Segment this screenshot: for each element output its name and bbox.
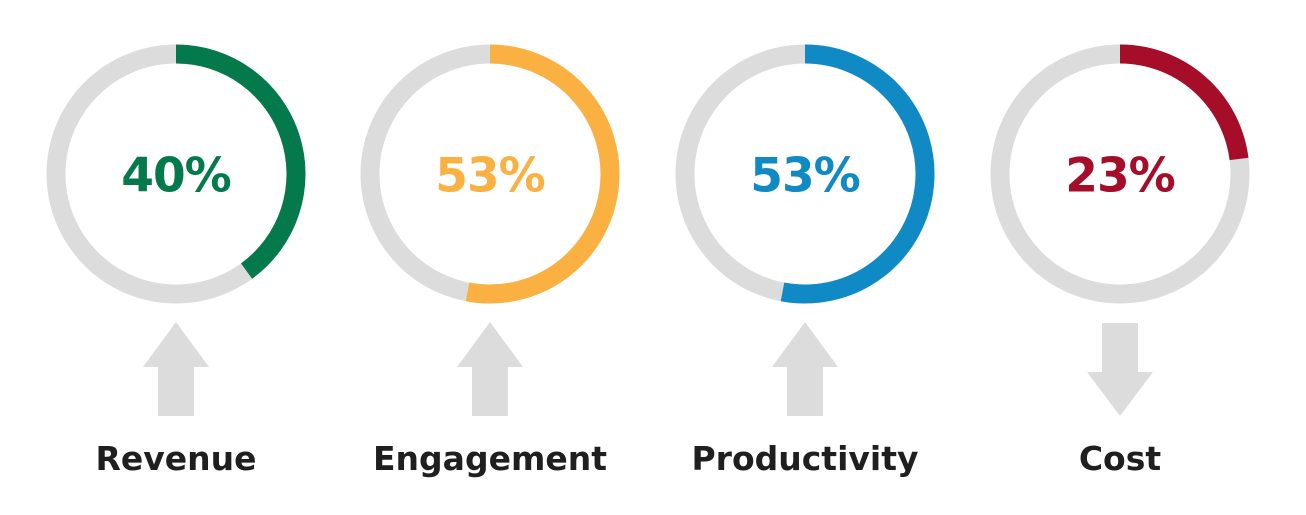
arrow-up-icon-productivity: [772, 322, 838, 416]
kpi-revenue: 40% Revenue: [46, 44, 306, 478]
value-label-productivity: 53%: [750, 149, 860, 204]
progress-arc-revenue: [175, 44, 306, 279]
progress-arc-productivity: [780, 44, 935, 304]
kpi-productivity: 53% Productivity: [675, 44, 935, 478]
kpi-engagement: 53% Engagement: [360, 44, 620, 478]
category-label-cost: Cost: [1079, 439, 1162, 478]
progress-arc-engagement: [465, 44, 620, 304]
category-label-revenue: Revenue: [95, 439, 256, 478]
category-label-productivity: Productivity: [691, 439, 918, 478]
arrow-down-icon-cost: [1087, 323, 1153, 416]
kpi-cost: 23% Cost: [990, 44, 1250, 478]
arrow-up-icon-engagement: [457, 322, 523, 416]
value-label-revenue: 40%: [121, 149, 231, 204]
category-label-engagement: Engagement: [373, 439, 607, 478]
value-label-cost: 23%: [1065, 149, 1175, 204]
progress-arc-cost: [1119, 44, 1249, 161]
arrow-up-icon-revenue: [143, 322, 209, 416]
value-label-engagement: 53%: [435, 149, 545, 204]
